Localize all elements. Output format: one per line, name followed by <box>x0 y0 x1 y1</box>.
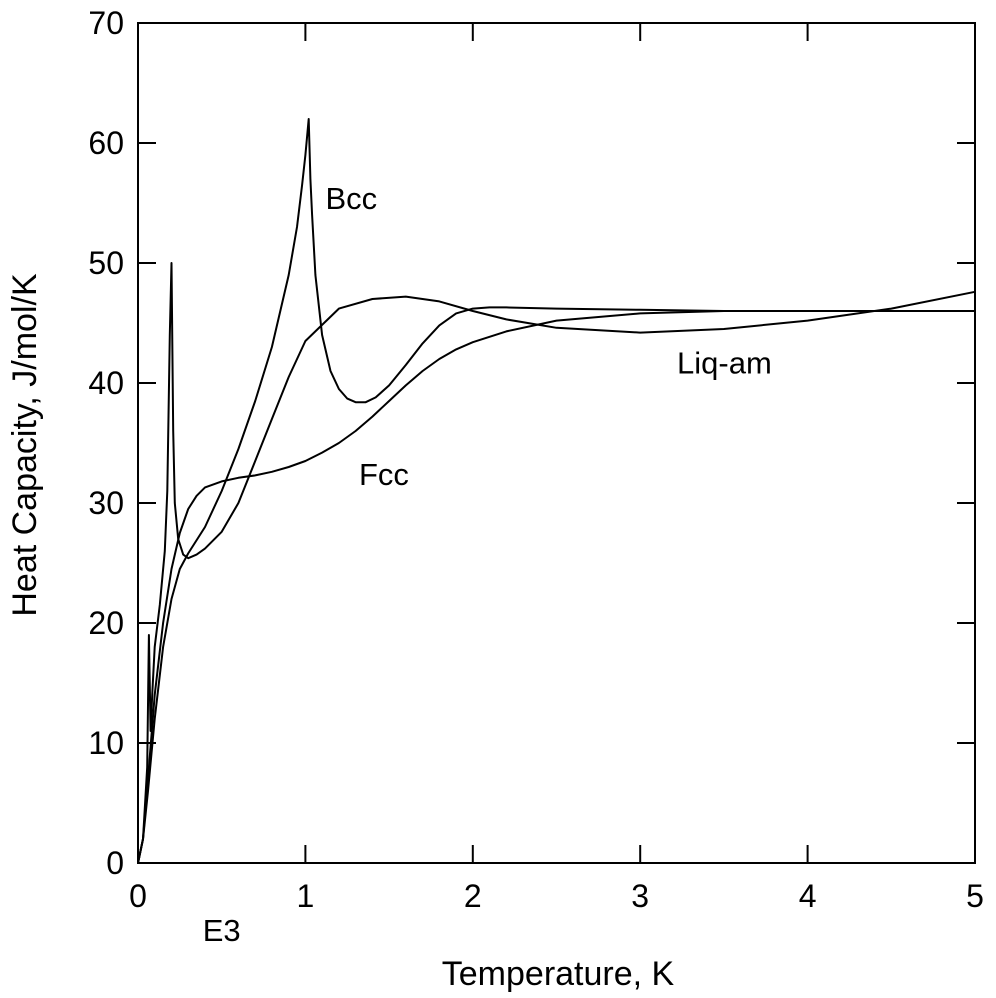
y-tick-label-0: 0 <box>106 845 124 881</box>
x-tick-label-3: 3 <box>631 878 649 914</box>
y-tick-label-7: 70 <box>88 5 124 41</box>
x-tick-label-1: 1 <box>297 878 315 914</box>
y-tick-label-1: 10 <box>88 725 124 761</box>
y-tick-label-5: 50 <box>88 245 124 281</box>
series-label-liq-am: Liq-am <box>677 345 772 380</box>
series-line-fcc <box>137 310 976 864</box>
annotation-0: E3 <box>203 913 241 948</box>
y-axis-title: Heat Capacity, J/mol/K <box>6 273 44 617</box>
series-label-fcc: Fcc <box>359 457 409 492</box>
x-tick-label-0: 0 <box>129 878 147 914</box>
tick-marks <box>137 22 976 864</box>
series-line-bcc <box>137 118 976 864</box>
y-tick-label-3: 30 <box>88 485 124 521</box>
plot-frame <box>137 22 976 864</box>
y-tick-label-2: 20 <box>88 605 124 641</box>
series-lines <box>137 118 976 864</box>
series-label-bcc: Bcc <box>325 181 377 216</box>
series-labels: Bcc Fcc Liq-am <box>325 181 771 492</box>
x-tick-label-4: 4 <box>799 878 817 914</box>
x-tick-label-2: 2 <box>464 878 482 914</box>
x-tick-label-5: 5 <box>966 878 984 914</box>
x-axis-title: Temperature, K <box>442 955 675 993</box>
y-tick-label-4: 40 <box>88 365 124 401</box>
y-tick-label-6: 60 <box>88 125 124 161</box>
annotations: E3 <box>203 913 241 948</box>
series-line-liq-am <box>137 262 976 864</box>
